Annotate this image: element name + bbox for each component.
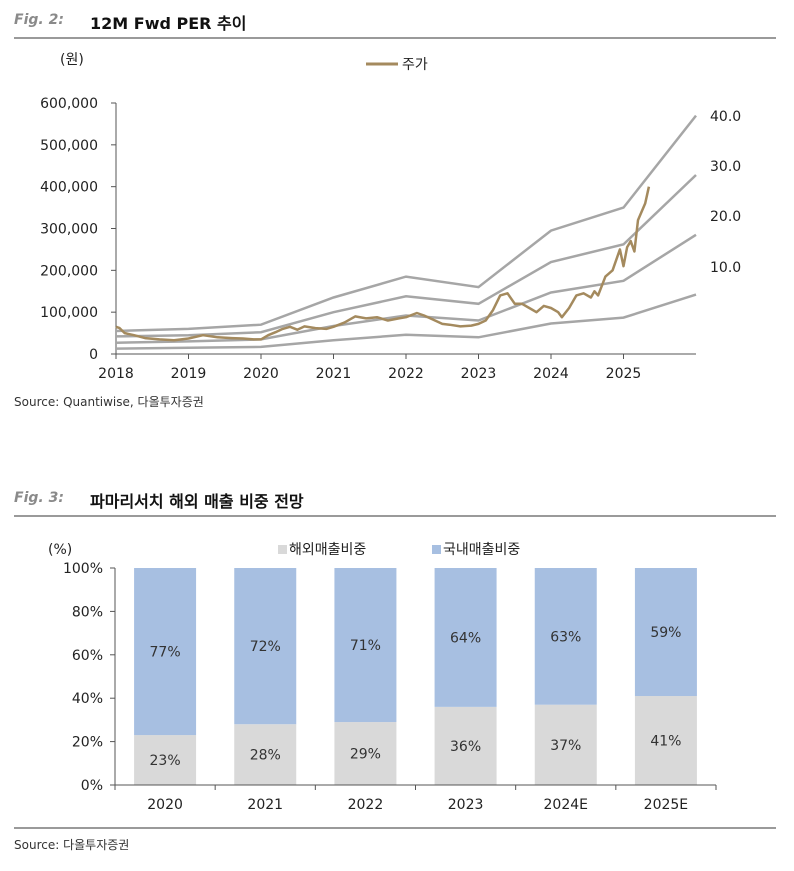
fig3-bar-overseas	[134, 735, 197, 785]
fig3-bar-domestic	[234, 568, 297, 725]
fig3-data-label: 29%	[350, 747, 381, 763]
fig3-data-label: 72%	[250, 639, 281, 655]
fig3-data-label: 77%	[150, 645, 181, 661]
fig3-bottom-rule	[14, 827, 776, 829]
fig3-x-tick-label: 2022	[348, 797, 384, 813]
fig2-chart: (원) 주가 600,000 500,000 400,000 300,000 200,0…	[40, 52, 741, 382]
fig3-x-tick-label: 2025E	[644, 797, 688, 813]
fig3-title: 파마리서치 해외 매출 비중 전망	[90, 492, 304, 511]
fig3-source: Source: 다올투자증권	[14, 838, 130, 852]
fig2-legend-label: 주가	[402, 57, 428, 73]
fig2-per-band-line-40.0	[115, 114, 697, 333]
fig3-bar-domestic	[534, 568, 597, 705]
fig2-y-tick-label: 300,000	[40, 222, 98, 238]
fig3-y-tick-label: 20%	[72, 735, 103, 751]
fig3-data-label: 41%	[650, 734, 681, 750]
fig3-x-tick-label: 2020	[147, 797, 183, 813]
fig3-data-label: 23%	[150, 753, 181, 769]
fig3-data-label: 64%	[450, 630, 481, 646]
fig2-x-tick-label: 2021	[316, 366, 352, 382]
fig3-y-tick-label: 100%	[63, 561, 103, 577]
fig2-legend: 주가	[366, 57, 428, 73]
fig3-number: Fig. 3:	[14, 490, 64, 506]
fig2-y-tick-label: 500,000	[40, 138, 98, 154]
fig2-x-tick-label: 2019	[171, 366, 207, 382]
fig3-legend-label: 해외매출비중	[289, 542, 366, 558]
fig3-bar-domestic	[634, 568, 697, 697]
fig2-y-axis-label: (원)	[60, 52, 84, 68]
fig3-bar-overseas	[334, 722, 397, 785]
fig3-bar-domestic	[334, 568, 397, 723]
fig3-data-label: 36%	[450, 739, 481, 755]
fig2-source: Source: Quantiwise, 다올투자증권	[14, 395, 204, 409]
fig3-bar-overseas	[234, 724, 297, 785]
fig3-legend-swatch	[432, 545, 441, 554]
fig3-legend-label: 국내매출비중	[443, 542, 520, 558]
fig3-data-label: 59%	[650, 625, 681, 641]
fig2-x-tick-label: 2022	[388, 366, 424, 382]
fig2-top-rule	[14, 37, 776, 39]
fig3-bar-overseas	[534, 704, 597, 785]
fig2-per-band-label: 20.0	[710, 209, 741, 225]
fig2-x-tick-label: 2020	[243, 366, 279, 382]
fig2-y-tick-label: 200,000	[40, 263, 98, 279]
fig3-header: Fig. 3: 파마리서치 해외 매출 비중 전망	[14, 486, 776, 512]
fig3-x-tick-label: 2024E	[544, 797, 588, 813]
fig3-data-label: 28%	[250, 748, 281, 764]
fig2-per-band-label: 30.0	[710, 159, 741, 175]
fig3-legend-swatch	[278, 545, 287, 554]
fig2-x-tick-label: 2018	[98, 366, 134, 382]
fig2-per-band-line-10.0	[115, 293, 697, 350]
fig3-top-rule	[14, 515, 776, 517]
fig3-x-tick-label: 2023	[448, 797, 484, 813]
fig3-y-tick-label: 60%	[72, 648, 103, 664]
fig2-per-band-label: 10.0	[710, 260, 741, 276]
fig2-per-band-line-30.0	[115, 174, 697, 338]
fig2-x-tick-label: 2024	[533, 366, 569, 382]
fig2-per-band-line-20.0	[115, 233, 697, 344]
fig2-price-line	[115, 186, 651, 342]
fig3-data-label: 71%	[350, 638, 381, 654]
fig3-y-tick-label: 80%	[72, 604, 103, 620]
fig3-y-axis-label: (%)	[48, 542, 72, 558]
fig3-y-tick-label: 40%	[72, 691, 103, 707]
fig3-bar-overseas	[434, 706, 497, 785]
fig3-data-label: 63%	[550, 629, 581, 645]
fig3-x-tick-label: 2021	[247, 797, 283, 813]
fig2-title: 12M Fwd PER 추이	[90, 14, 247, 33]
fig3-legend: 해외매출비중 국내매출비중	[278, 542, 520, 558]
fig3-bar-overseas	[634, 696, 697, 785]
fig3-bar-domestic	[134, 568, 197, 736]
fig3-data-label: 37%	[550, 738, 581, 754]
fig2-x-tick-label: 2025	[606, 366, 642, 382]
fig2-y-tick-label: 400,000	[40, 180, 98, 196]
fig2-y-tick-label: 0	[89, 347, 98, 363]
fig2-header: Fig. 2: 12M Fwd PER 추이	[14, 8, 776, 34]
fig2-y-tick-label: 600,000	[40, 96, 98, 112]
fig2-number: Fig. 2:	[14, 12, 64, 28]
fig2-x-tick-label: 2023	[461, 366, 497, 382]
fig2-per-band-label: 40.0	[710, 109, 741, 125]
fig3-y-tick-label: 0%	[81, 778, 103, 794]
fig3-chart: (%) 해외매출비중 국내매출비중 100% 80% 60% 40% 20% 0% 23% 7…	[48, 542, 717, 813]
fig3-bar-domestic	[434, 568, 497, 707]
fig2-y-tick-label: 100,000	[40, 305, 98, 321]
